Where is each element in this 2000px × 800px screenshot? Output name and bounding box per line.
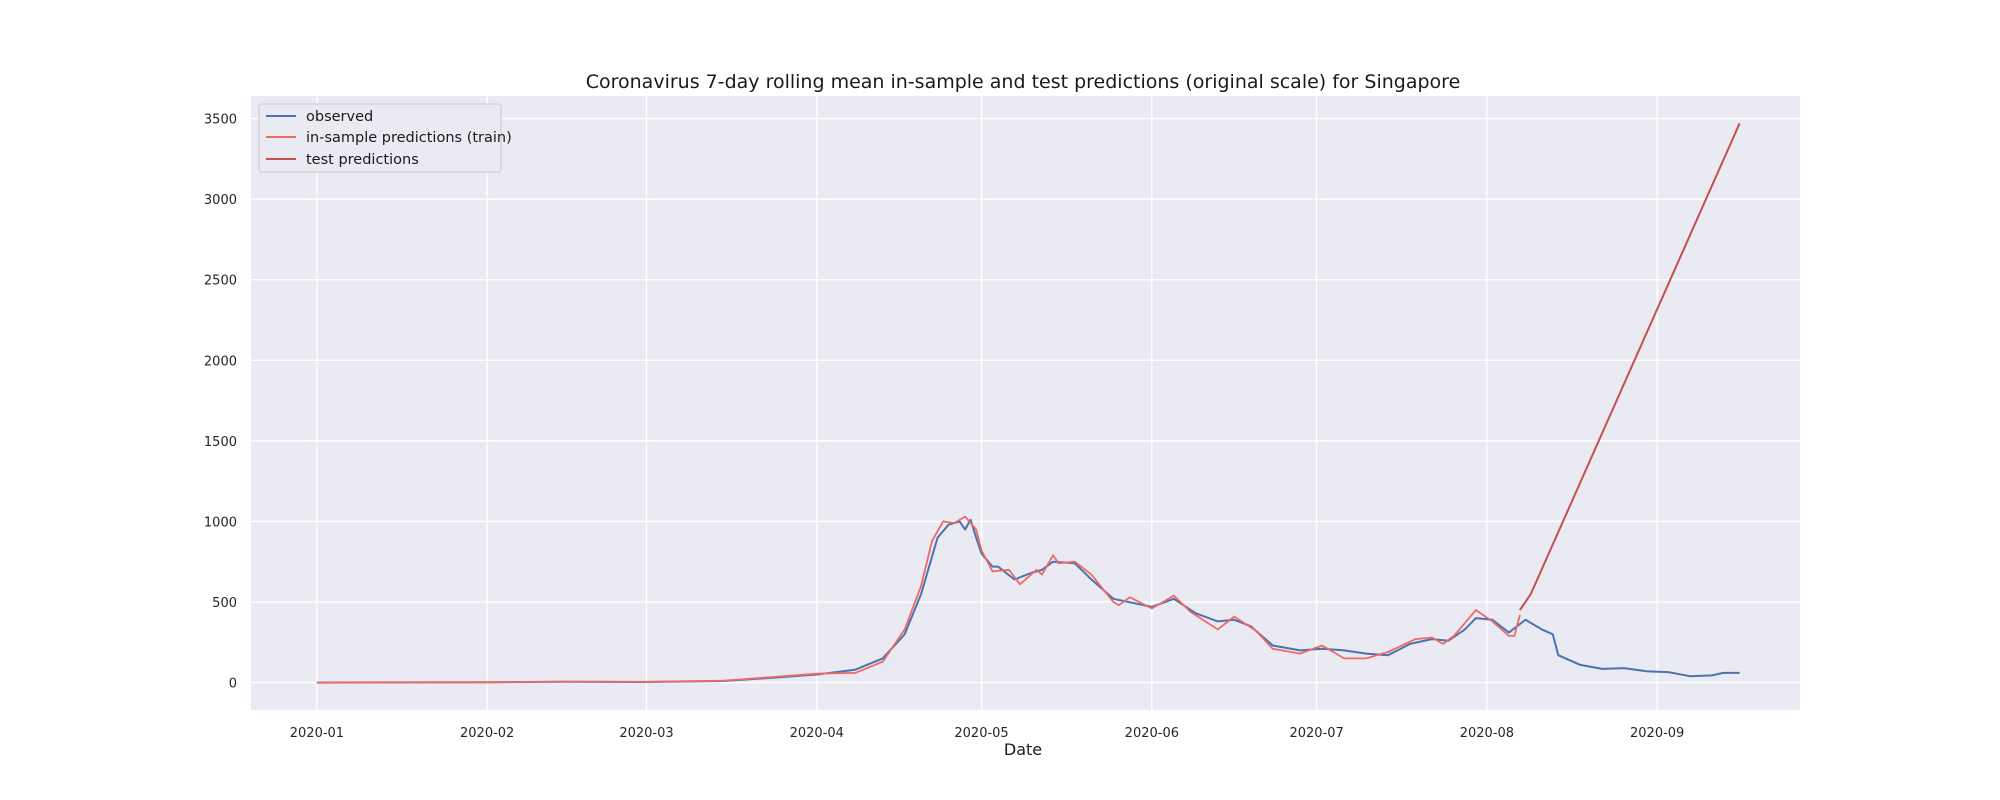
x-tick-label: 2020-09 (1630, 726, 1684, 741)
legend-label-observed: observed (306, 109, 373, 125)
series-layer (316, 122, 1741, 684)
plot-area (251, 96, 1800, 710)
series-train-line (316, 515, 1521, 684)
legend-label-train: in-sample predictions (train) (306, 130, 512, 146)
x-tick-label: 2020-07 (1289, 726, 1343, 741)
series-test-line (1519, 122, 1741, 611)
x-tick-label: 2020-02 (460, 726, 514, 741)
y-tick-label: 1000 (204, 515, 237, 530)
legend: observed in-sample predictions (train) t… (258, 103, 512, 173)
y-tick-label: 2000 (204, 354, 237, 369)
legend-label-test: test predictions (306, 152, 419, 168)
y-tick-label: 3500 (204, 113, 237, 128)
chart-title: Coronavirus 7-day rolling mean in-sample… (586, 71, 1461, 93)
x-tick-label: 2020-03 (619, 726, 673, 741)
x-tick-label: 2020-06 (1125, 726, 1179, 741)
x-axis-ticks: 2020-01 2020-02 2020-03 2020-04 2020-05 2020-… (290, 726, 1685, 741)
y-tick-label: 2500 (204, 274, 237, 289)
x-tick-label: 2020-01 (290, 726, 344, 741)
grid (251, 96, 1800, 710)
x-tick-label: 2020-05 (954, 726, 1008, 741)
x-axis-label: Date (1004, 740, 1042, 759)
y-tick-label: 1500 (204, 435, 237, 450)
y-tick-label: 3000 (204, 193, 237, 208)
y-tick-label: 500 (212, 596, 237, 611)
y-axis-ticks: 0 500 1000 1500 2000 2500 3000 3500 (204, 113, 237, 692)
legend-frame (258, 103, 502, 173)
x-tick-label: 2020-08 (1460, 726, 1514, 741)
x-tick-label: 2020-04 (790, 726, 844, 741)
y-tick-label: 0 (229, 677, 237, 692)
